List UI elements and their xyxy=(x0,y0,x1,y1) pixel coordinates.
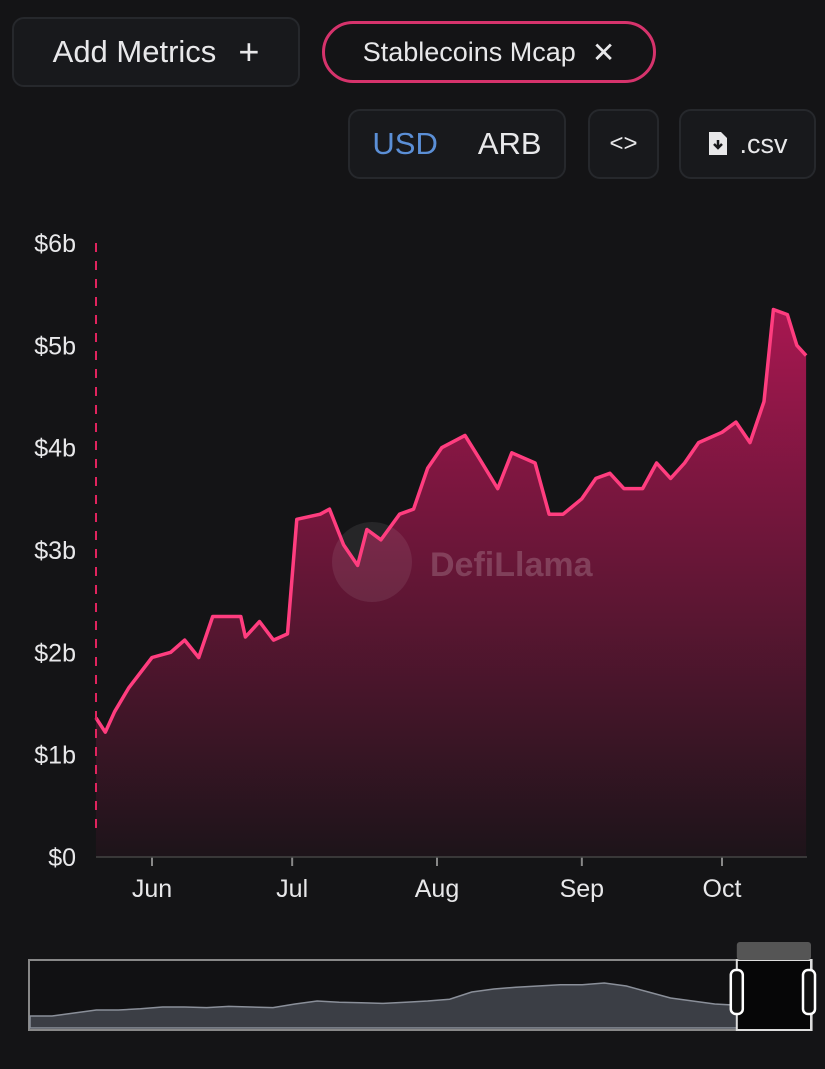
watermark-logo xyxy=(332,522,412,602)
x-tick-label: Jun xyxy=(132,875,172,903)
series-line xyxy=(94,307,808,734)
area-fill xyxy=(95,309,807,857)
y-tick-label: $4b xyxy=(34,435,76,463)
x-tick-label: Oct xyxy=(703,875,742,903)
brush-overview-area xyxy=(29,982,738,1029)
currency-toggle: USD ARB xyxy=(348,109,566,179)
close-icon[interactable]: ✕ xyxy=(591,36,616,68)
add-metrics-label: Add Metrics xyxy=(52,34,217,69)
add-metrics-button[interactable]: Add Metrics + xyxy=(12,17,300,87)
brush-drag-tab[interactable] xyxy=(736,942,811,960)
metric-chip-stablecoins-mcap[interactable]: Stablecoins Mcap ✕ xyxy=(322,21,656,83)
x-tick-label: Jul xyxy=(276,875,308,903)
csv-label: .csv xyxy=(739,128,788,159)
y-tick-label: $5b xyxy=(34,332,76,360)
code-brackets-icon: <> xyxy=(609,130,638,157)
y-tick-label: $6b xyxy=(34,230,76,258)
brush-handle-right[interactable] xyxy=(801,968,817,1016)
brush-selected-range[interactable] xyxy=(735,959,812,1031)
plus-icon: + xyxy=(238,31,260,72)
x-tick-label: Aug xyxy=(415,875,459,903)
currency-option-usd[interactable]: USD xyxy=(372,126,438,161)
metric-chip-label: Stablecoins Mcap xyxy=(362,36,576,67)
y-tick-label: $2b xyxy=(34,639,76,667)
brush-handle-left[interactable] xyxy=(729,968,745,1016)
y-tick-label: $3b xyxy=(34,537,76,565)
watermark: DefiLlama xyxy=(430,546,594,584)
y-tick-label: $1b xyxy=(34,742,76,770)
y-tick-label: $0 xyxy=(48,844,76,872)
download-csv-button[interactable]: .csv xyxy=(679,109,816,179)
range-brush[interactable] xyxy=(28,942,817,1031)
x-tick-label: Sep xyxy=(560,875,604,903)
embed-button[interactable]: <> xyxy=(588,109,659,179)
currency-option-arb[interactable]: ARB xyxy=(477,126,542,161)
file-download-icon xyxy=(709,132,728,155)
